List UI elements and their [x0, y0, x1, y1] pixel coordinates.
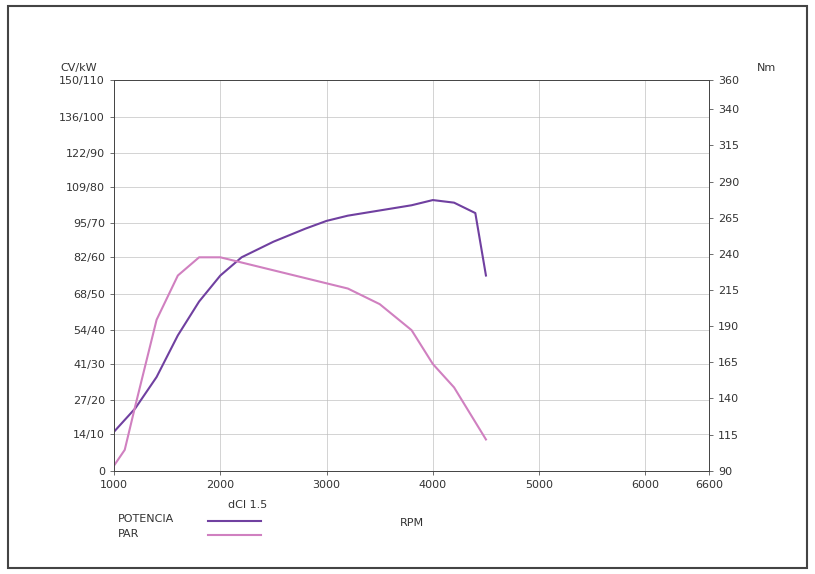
- Text: PAR: PAR: [118, 529, 139, 538]
- Text: dCI 1.5: dCI 1.5: [228, 500, 267, 510]
- Text: RPM: RPM: [399, 518, 424, 528]
- Text: CV/kW: CV/kW: [60, 63, 97, 72]
- Text: POTENCIA: POTENCIA: [118, 514, 174, 524]
- Text: Nm: Nm: [756, 63, 776, 72]
